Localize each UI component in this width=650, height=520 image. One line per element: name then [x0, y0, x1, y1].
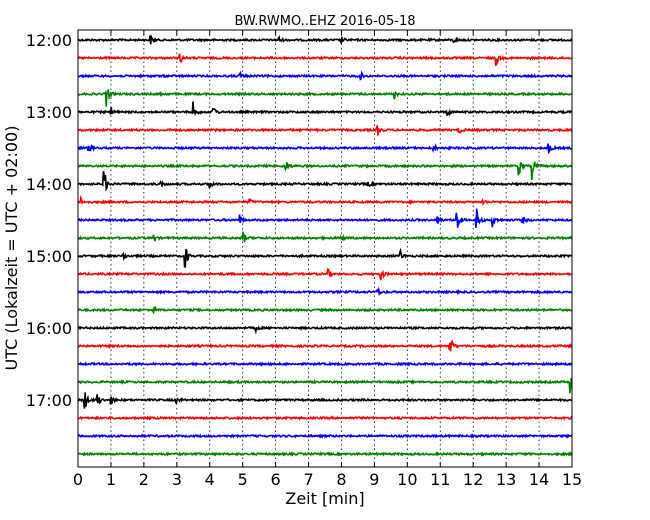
- x-tick-label: 2: [139, 470, 149, 489]
- x-tick-label: 10: [397, 470, 417, 489]
- x-tick-label: 1: [106, 470, 116, 489]
- trace-1215: [78, 53, 573, 66]
- trace-1245: [77, 89, 573, 107]
- trace-1745: [77, 451, 573, 457]
- x-tick-label: 5: [238, 470, 248, 489]
- x-tick-label: 12: [463, 470, 483, 489]
- trace-1600: [77, 325, 573, 335]
- x-tick-label: 6: [271, 470, 281, 489]
- trace-1715: [77, 415, 573, 421]
- trace-1515: [77, 268, 573, 281]
- x-tick-label: 13: [496, 470, 516, 489]
- y-axis-label: UTC (Lokalzeit = UTC + 02:00): [2, 126, 21, 371]
- trace-1615: [77, 339, 573, 352]
- trace-1200: [77, 34, 573, 45]
- trace-1400: [77, 171, 573, 192]
- x-tick-label: 14: [529, 470, 549, 489]
- x-tick-label: 9: [369, 470, 379, 489]
- x-tick-label: 3: [172, 470, 182, 489]
- grid-lines: [110, 30, 540, 467]
- x-tick-label: 7: [303, 470, 313, 489]
- traces: [77, 34, 573, 457]
- trace-1430: [77, 208, 573, 228]
- trace-1530: [77, 286, 573, 297]
- trace-1230: [77, 70, 573, 81]
- trace-1300: [77, 101, 573, 117]
- x-tick-label: 8: [336, 470, 346, 489]
- x-tick-label: 15: [562, 470, 582, 489]
- x-tick-label: 0: [73, 470, 83, 489]
- trace-1415: [77, 194, 573, 207]
- trace-1445: [77, 230, 573, 243]
- trace-1730: [77, 433, 573, 439]
- chart-title: BW.RWMO..EHZ 2016-05-18: [234, 14, 415, 29]
- trace-1330: [77, 143, 573, 155]
- x-tick-label: 11: [430, 470, 450, 489]
- trace-1345: [77, 161, 572, 180]
- y-tick-label: 13:00: [26, 103, 72, 122]
- y-tick-label: 15:00: [26, 247, 72, 266]
- y-tick-label: 12:00: [26, 31, 72, 50]
- trace-1315: [77, 125, 573, 136]
- plot-frame: [77, 29, 573, 468]
- y-tick-label: 17:00: [26, 391, 72, 410]
- trace-1700: [77, 392, 573, 409]
- trace-1630: [77, 361, 573, 367]
- y-tick-label: 16:00: [26, 319, 72, 338]
- x-tick-label: 4: [205, 470, 215, 489]
- x-axis-label: Zeit [min]: [285, 489, 364, 508]
- trace-1545: [78, 305, 573, 315]
- axis-ticks: 0 1 2 3 4 5 6 7 8 9 10 11 12 13 14 1512:0013:0014:0015:…: [26, 30, 582, 489]
- trace-1500: [77, 247, 573, 268]
- y-tick-label: 14:00: [26, 175, 72, 194]
- trace-1645: [77, 377, 573, 394]
